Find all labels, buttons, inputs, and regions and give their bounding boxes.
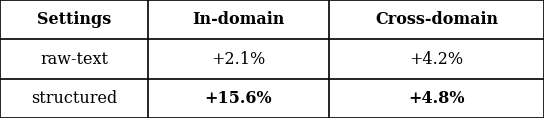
- Text: +4.8%: +4.8%: [409, 90, 465, 107]
- Text: raw-text: raw-text: [40, 51, 108, 67]
- Text: structured: structured: [31, 90, 117, 107]
- Text: +4.2%: +4.2%: [410, 51, 463, 67]
- Text: Settings: Settings: [37, 11, 111, 28]
- Text: In-domain: In-domain: [193, 11, 285, 28]
- Text: +15.6%: +15.6%: [205, 90, 273, 107]
- Text: +2.1%: +2.1%: [212, 51, 265, 67]
- Text: Cross-domain: Cross-domain: [375, 11, 498, 28]
